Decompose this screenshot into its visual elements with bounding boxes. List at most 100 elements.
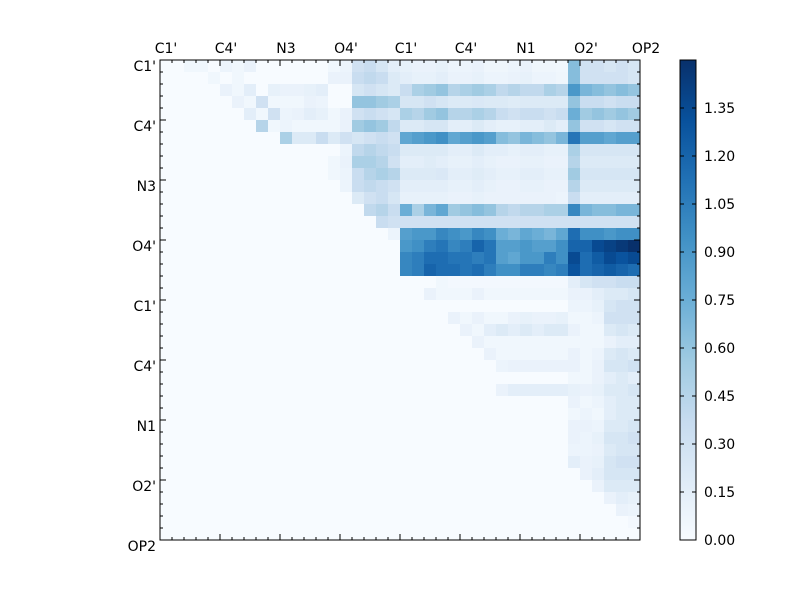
heatmap-cell — [364, 180, 377, 193]
heatmap-cell — [568, 336, 581, 349]
x-tick-label: N1 — [516, 41, 535, 57]
heatmap-cell — [304, 504, 317, 517]
heatmap-cell — [628, 480, 641, 493]
heatmap-cell — [208, 252, 221, 265]
heatmap-cell — [304, 228, 317, 241]
heatmap-cell — [352, 192, 365, 205]
heatmap-cell — [244, 312, 257, 325]
heatmap-cell — [628, 504, 641, 517]
heatmap-cell — [352, 252, 365, 265]
heatmap-cell — [208, 312, 221, 325]
heatmap-cell — [400, 348, 413, 361]
heatmap-cell — [256, 264, 269, 277]
heatmap-cell — [280, 360, 293, 373]
heatmap-cell — [256, 228, 269, 241]
heatmap-cell — [436, 420, 449, 433]
heatmap-cell — [172, 84, 185, 97]
heatmap-cell — [328, 408, 341, 421]
heatmap-cell — [160, 192, 173, 205]
heatmap-cell — [184, 288, 197, 301]
heatmap-cell — [304, 396, 317, 409]
heatmap-cell — [400, 144, 413, 157]
heatmap-cell — [424, 528, 437, 541]
heatmap-cell — [352, 120, 365, 133]
heatmap-cell — [292, 72, 305, 85]
heatmap-cell — [280, 480, 293, 493]
heatmap-cell — [160, 360, 173, 373]
heatmap-cell — [172, 300, 185, 313]
heatmap-cell — [436, 156, 449, 169]
heatmap-cell — [316, 60, 329, 73]
heatmap-cell — [448, 276, 461, 289]
heatmap-cell — [208, 108, 221, 121]
heatmap-cell — [376, 228, 389, 241]
heatmap-cell — [592, 324, 605, 337]
heatmap-cell — [592, 132, 605, 145]
heatmap-cell — [508, 204, 521, 217]
heatmap-cell — [472, 324, 485, 337]
heatmap-cell — [448, 264, 461, 277]
heatmap-cell — [304, 72, 317, 85]
heatmap-cell — [460, 264, 473, 277]
heatmap-cell — [268, 396, 281, 409]
heatmap-cell — [256, 396, 269, 409]
heatmap-cell — [436, 336, 449, 349]
heatmap-cell — [364, 312, 377, 325]
heatmap-cell — [184, 144, 197, 157]
heatmap-cell — [196, 252, 209, 265]
heatmap-cell — [160, 240, 173, 253]
heatmap-cell — [244, 204, 257, 217]
heatmap-cell — [508, 228, 521, 241]
heatmap-cell — [304, 324, 317, 337]
heatmap-cell — [376, 84, 389, 97]
heatmap-cell — [544, 360, 557, 373]
heatmap-cell — [604, 132, 617, 145]
heatmap-cell — [484, 204, 497, 217]
heatmap-cell — [316, 372, 329, 385]
heatmap-cell — [484, 444, 497, 457]
heatmap-cell — [508, 408, 521, 421]
heatmap-cell — [508, 492, 521, 505]
heatmap-cell — [616, 336, 629, 349]
heatmap-cell — [364, 168, 377, 181]
heatmap-cell — [616, 144, 629, 157]
heatmap-cell — [160, 444, 173, 457]
heatmap-cell — [256, 468, 269, 481]
heatmap-cell — [172, 204, 185, 217]
heatmap-cell — [208, 336, 221, 349]
heatmap-cell — [556, 492, 569, 505]
heatmap-cell — [244, 336, 257, 349]
heatmap-cell — [412, 156, 425, 169]
heatmap-cell — [172, 180, 185, 193]
heatmap-cell — [460, 72, 473, 85]
heatmap-cell — [448, 228, 461, 241]
heatmap-cell — [244, 240, 257, 253]
heatmap-cell — [496, 396, 509, 409]
x-tick-label: O2' — [574, 41, 598, 57]
heatmap-cell — [268, 144, 281, 157]
heatmap-cell — [556, 168, 569, 181]
heatmap-cell — [232, 480, 245, 493]
heatmap-cell — [232, 144, 245, 157]
heatmap-cell — [520, 156, 533, 169]
heatmap-cell — [364, 372, 377, 385]
heatmap-cell — [196, 288, 209, 301]
heatmap-cell — [352, 384, 365, 397]
heatmap-cell — [616, 84, 629, 97]
heatmap-cell — [256, 204, 269, 217]
heatmap-cell — [256, 516, 269, 529]
heatmap-cell — [292, 240, 305, 253]
heatmap-cell — [208, 72, 221, 85]
heatmap-cell — [316, 384, 329, 397]
heatmap-cell — [292, 324, 305, 337]
heatmap-cell — [592, 480, 605, 493]
heatmap-cell — [268, 324, 281, 337]
heatmap-cell — [592, 120, 605, 133]
heatmap-cell — [184, 204, 197, 217]
heatmap-cell — [604, 192, 617, 205]
heatmap-cell — [172, 396, 185, 409]
x-tick-label: C1' — [155, 41, 178, 57]
heatmap-cell — [604, 96, 617, 109]
heatmap-cell — [316, 408, 329, 421]
heatmap-cell — [316, 216, 329, 229]
